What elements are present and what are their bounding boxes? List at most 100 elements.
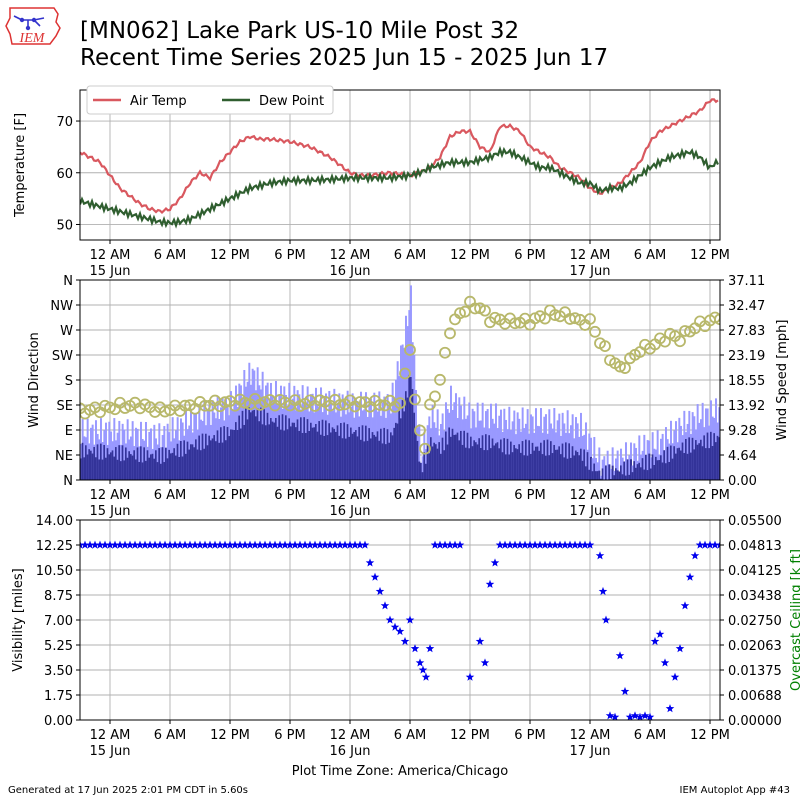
wind-speed-bar [130, 454, 132, 480]
visibility-marker [120, 540, 130, 549]
wind-speed-bar [695, 440, 697, 480]
wind-speed-bar [345, 438, 347, 480]
wind-speed-bar [251, 410, 254, 480]
wind-speed-bar [385, 444, 387, 480]
wind-speed-bar [643, 469, 646, 480]
visibility-marker [160, 540, 170, 549]
wind-speed-bar [410, 377, 412, 480]
wind-gust-bar [381, 402, 384, 480]
visibility-marker [140, 540, 150, 549]
wind-speed-bar [635, 467, 637, 480]
wind-speed-bar [425, 463, 427, 480]
wind-speed-bar [623, 461, 626, 480]
y-tick-label: 60 [56, 167, 73, 182]
wind-gust-bar [86, 418, 89, 480]
x-tick-label: 6 PM [514, 488, 545, 503]
chart-title-line2: Recent Time Series 2025 Jun 15 - 2025 Ju… [80, 45, 609, 71]
wind-gust-bar [610, 468, 612, 480]
wind-speed-bar [458, 440, 461, 480]
wind-speed-bar [240, 428, 242, 480]
visibility-marker [250, 540, 260, 549]
visibility-marker [290, 540, 300, 549]
wind-speed-bar [153, 458, 156, 480]
ceiling-tick-label: 0.05500 [728, 514, 782, 529]
wind-speed-bar [376, 431, 379, 480]
wind-gust-bar [653, 448, 656, 480]
wind-speed-bar [491, 438, 494, 480]
wind-gust-bar [625, 442, 627, 480]
visibility-marker [345, 540, 355, 549]
wind-speed-bar [363, 441, 366, 480]
wind-speed-bar [85, 445, 87, 480]
wind-speed-bar [665, 463, 667, 480]
x-tick-label: 12 AM [330, 488, 371, 503]
wind-gust-bar [566, 410, 569, 480]
visibility-marker [335, 540, 345, 549]
wind-speed-bar [150, 454, 152, 480]
wind-gust-bar [458, 397, 461, 480]
wind-speed-bar [160, 463, 162, 480]
wind-speed-bar [291, 422, 294, 480]
wind-speed-bar [678, 447, 681, 480]
visibility-marker [365, 558, 375, 567]
wind-gust-bar [418, 424, 421, 480]
wind-gust-bar [206, 409, 209, 480]
wind-speed-bar [513, 445, 516, 480]
x-tick-label: 12 PM [450, 728, 490, 743]
wind-speed-bar [301, 432, 304, 480]
visibility-marker [601, 615, 611, 624]
wind-speed-bar [383, 427, 386, 480]
wind-speed-bar [526, 455, 529, 480]
wind-speed-bar [138, 461, 141, 480]
visibility-marker [440, 540, 450, 549]
wind-speed-bar [165, 447, 167, 480]
wind-speed-bar [113, 456, 116, 480]
wind-speed-bar [658, 460, 661, 480]
x-tick-label: 6 PM [274, 728, 305, 743]
wind-speed-bar [305, 432, 307, 480]
wind-speed-bar [560, 454, 562, 480]
wind-speed-bar [585, 466, 587, 480]
wind-speed-bar [408, 374, 411, 480]
wind-speed-bar [456, 432, 459, 480]
wind-gust-bar [148, 431, 151, 480]
wind-speed-bar [390, 432, 392, 480]
wind-speed-bar [120, 461, 122, 480]
wind-gust-bar [95, 420, 97, 480]
wind-speed-bar [326, 435, 329, 480]
wind-speed-bar [543, 440, 546, 480]
wind-speed-bar [420, 462, 422, 480]
wind-speed-bar [173, 448, 176, 480]
wind-direction-marker [354, 396, 366, 408]
y2-axis-label: Wind Speed [mph] [775, 320, 790, 441]
wind-speed-bar [655, 456, 657, 480]
wind-speed-bar [318, 421, 321, 480]
x-axis-label: Plot Time Zone: America/Chicago [292, 764, 508, 779]
wind-gust-bar [595, 457, 597, 480]
wind-gust-bar [108, 421, 111, 480]
wind-speed-bar [570, 457, 572, 480]
wind-gust-bar [163, 426, 166, 480]
wind-speed-bar [648, 453, 651, 480]
visibility-marker [220, 540, 230, 549]
visibility-marker [385, 615, 395, 624]
wind-speed-bar [88, 449, 91, 480]
wind-direction-marker [159, 405, 171, 418]
wind-speed-bar [393, 427, 396, 480]
visibility-marker [490, 558, 500, 567]
wind-speed-bar [641, 458, 644, 480]
visibility-marker [240, 540, 250, 549]
visibility-tick-label: 1.75 [44, 689, 73, 704]
visibility-marker [605, 711, 615, 720]
wind-gust-bar [200, 419, 202, 480]
wind-dir-tick-label: NE [55, 449, 73, 464]
wind-speed-bar [386, 429, 389, 480]
wind-speed-bar [503, 438, 506, 480]
visibility-marker [630, 711, 640, 720]
wind-speed-bar [158, 448, 161, 480]
visibility-marker [280, 540, 290, 549]
wind-speed-bar [505, 454, 507, 480]
visibility-marker [535, 540, 545, 549]
wind-speed-bar [651, 454, 654, 480]
wind-speed-bar [511, 452, 514, 480]
